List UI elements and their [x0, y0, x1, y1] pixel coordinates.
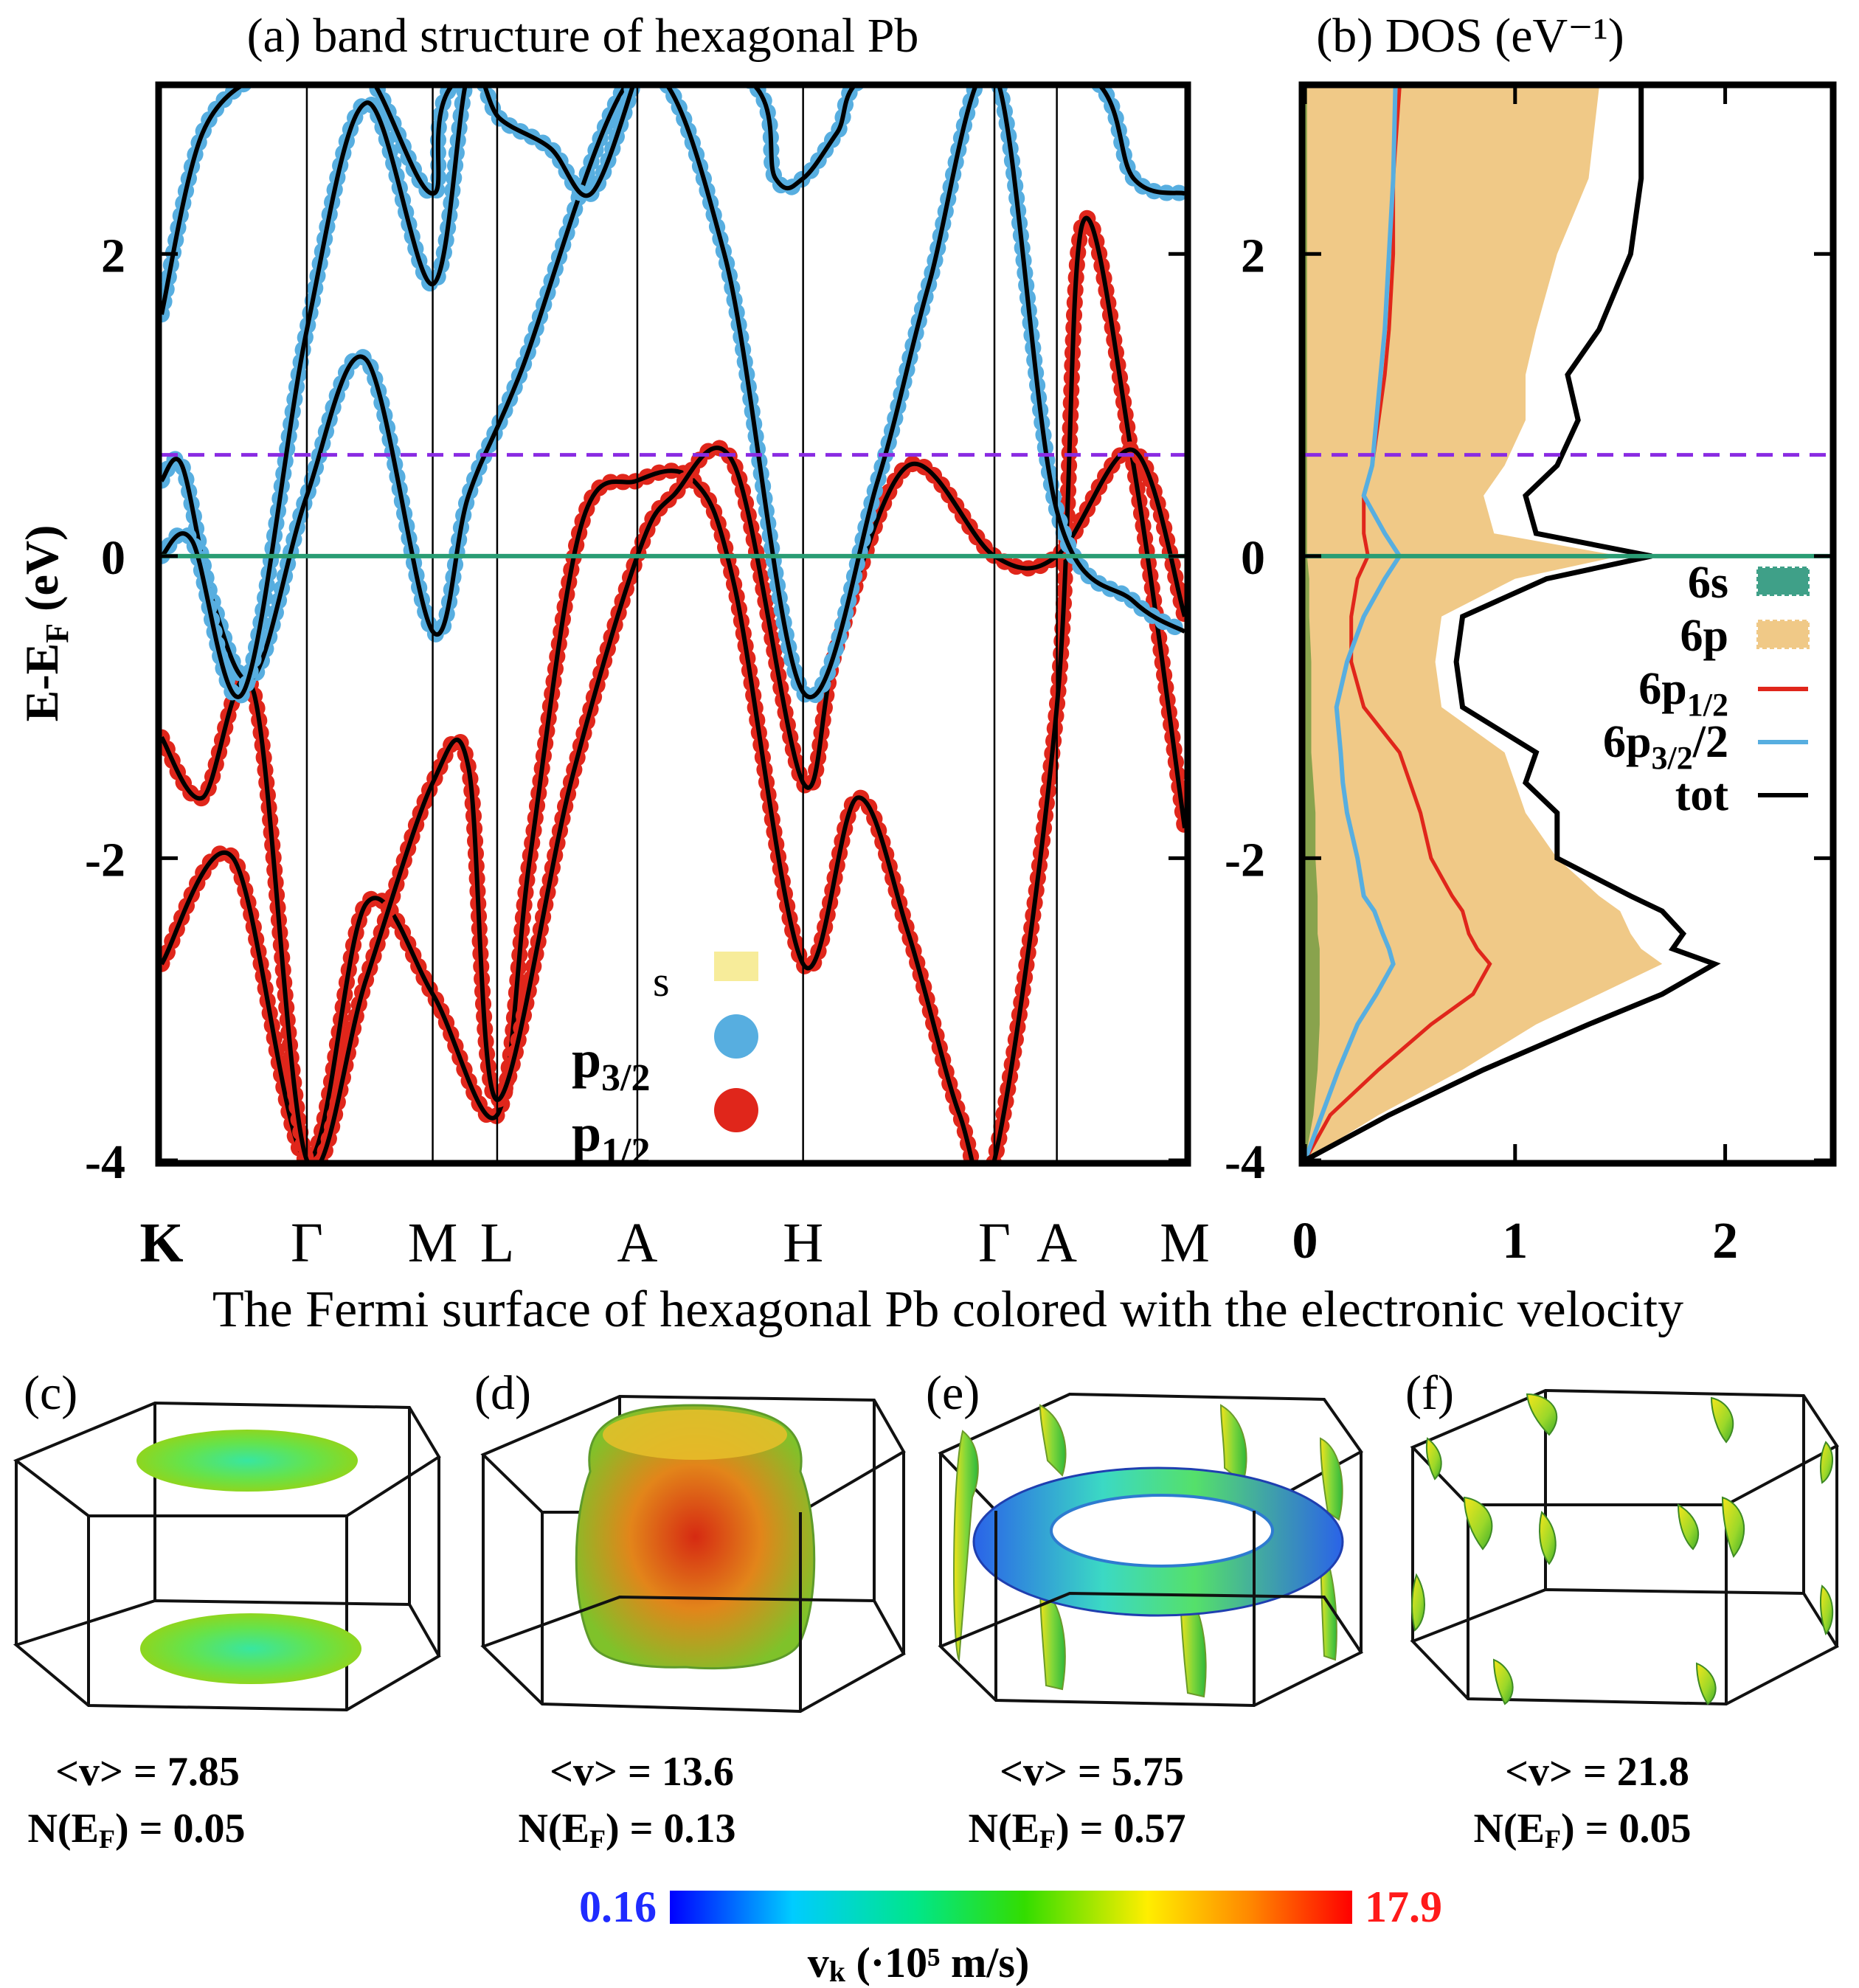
kpoint-label-7: A	[1036, 1212, 1077, 1274]
fermi-pockets	[1411, 1393, 1834, 1705]
legend-swatch-s	[714, 952, 758, 981]
barrel-top-rim	[603, 1410, 787, 1460]
ytick-label-3: -4	[85, 1135, 125, 1189]
dos-area-6s	[1305, 88, 1320, 1160]
panel-f-dos: N(EF) = 0.05	[1473, 1806, 1691, 1854]
colorbar-gradient	[670, 1891, 1352, 1924]
legend-label-s: s	[653, 957, 670, 1005]
kpoint-label-3: L	[480, 1212, 514, 1274]
dos-line-6p12	[1303, 87, 1492, 1162]
band-line-band3	[162, 88, 1185, 700]
brillouin-zone-c	[13, 1401, 441, 1712]
b-ytick-label-1: 0	[1241, 531, 1265, 585]
panel-f-velocity: <v> = 21.8	[1505, 1749, 1689, 1795]
brillouin-zone-f	[1410, 1388, 1839, 1706]
panel-d-velocity: <v> = 13.6	[550, 1749, 734, 1795]
panel-c-velocity: <v> = 7.85	[55, 1749, 240, 1795]
brillouin-zone-d-front	[480, 1512, 906, 1714]
colorbar-min-label: 0.16	[579, 1883, 657, 1931]
plot-frame-b	[1298, 81, 1837, 1167]
kpoint-label-6: Γ	[978, 1212, 1011, 1274]
b-xtick-label-0: 0	[1292, 1213, 1318, 1270]
ytick-label-0: 2	[101, 229, 125, 283]
panel-d-dos: N(EF) = 0.13	[518, 1806, 735, 1854]
brillouin-zone-e-front	[938, 1511, 1363, 1708]
ytick-label-1: 0	[101, 531, 125, 585]
panel-d-label: (d)	[474, 1366, 531, 1420]
ylabel-main: E-E	[15, 643, 68, 722]
fermi-section-title: The Fermi surface of hexagonal Pb colore…	[212, 1281, 1683, 1338]
panel-e-velocity: <v> = 5.75	[1000, 1749, 1184, 1795]
legend-a: s p3/2 p1/2	[572, 952, 758, 1173]
fermi-barrel-surface	[575, 1404, 816, 1670]
dos-curves	[1303, 87, 1721, 1163]
b-xtick-label-2: 2	[1712, 1213, 1738, 1270]
velocity-colorbar: 0.16 17.9 vk (·10⁵ m/s)	[579, 1883, 1442, 1988]
svg-text:E-EF (eV): E-EF (eV)	[15, 525, 75, 722]
fermi-panel-c: (c) <v> = 7.85 N(EF) = 0.05	[13, 1366, 441, 1854]
ytick-label-2: -2	[85, 833, 125, 887]
b-ytick-label-0: 2	[1241, 229, 1265, 283]
b-xtick-label-1: 1	[1502, 1213, 1528, 1270]
panel-c-label: (c)	[24, 1366, 77, 1420]
panel-b: (b) DOS (eV⁻¹) 2 0 -2 -4 0 1 2 6s6p6p1/26p3/2…	[1225, 9, 1837, 1270]
band-curves	[162, 88, 1185, 1160]
b-legend-label-1: 6p	[1680, 611, 1728, 661]
panel-f-label: (f)	[1405, 1366, 1454, 1420]
kpoint-lines	[305, 88, 1058, 1160]
b-ytick-label-2: -2	[1225, 833, 1265, 887]
band-line-band4	[162, 88, 635, 699]
fermi-panel-e: (e) <v> = 5.75 N(EF) = 0.57	[926, 1366, 1363, 1854]
dos-line-6p32	[1303, 87, 1402, 1162]
kpoint-label-2: M	[408, 1212, 458, 1274]
kpoint-label-0: K	[139, 1212, 183, 1274]
panel-a: (a) band structure of hexagonal Pb 2 0 -2 -…	[15, 9, 1210, 1274]
b-legend-label-0: 6s	[1688, 558, 1728, 608]
b-legend-swatch-0	[1756, 567, 1810, 596]
panel-a-title: (a) band structure of hexagonal Pb	[247, 9, 919, 63]
fermi-panel-f: (f) <v> = 21.8 N(EF) = 0.05	[1405, 1366, 1839, 1854]
b-legend-label-3: 6p3/2/2	[1603, 717, 1728, 776]
legend-label-p32: p3/2	[572, 1030, 651, 1099]
ylabel-unit: (eV)	[15, 525, 68, 623]
fermi-disk-bottom	[140, 1613, 361, 1684]
fermi-disk-top	[136, 1430, 358, 1492]
panel-e-label: (e)	[926, 1366, 980, 1420]
fermi-panel-d: (d) <v> = 13.6 N(EF) = 0.13	[474, 1366, 906, 1854]
panel-b-title: (b) DOS (eV⁻¹)	[1316, 9, 1624, 63]
x-axis-ticks-b: 0 1 2	[1292, 88, 1738, 1270]
legend-swatch-p32	[714, 1014, 758, 1059]
panel-c-dos: N(EF) = 0.05	[27, 1806, 245, 1854]
y-axis-label: E-EF (eV)	[15, 525, 75, 722]
b-legend-label-2: 6p1/2	[1638, 664, 1728, 723]
panel-e-dos: N(EF) = 0.57	[968, 1806, 1185, 1854]
legend-swatch-p12	[714, 1088, 758, 1132]
plot-frame-a	[155, 81, 1191, 1167]
band-projection-band3	[162, 88, 1185, 706]
y-axis-ticks: 2 0 -2 -4	[85, 229, 1185, 1189]
band-line-band2	[162, 446, 1185, 1160]
kpoint-label-8: M	[1160, 1212, 1210, 1274]
fermi-ring-inner	[1050, 1494, 1274, 1568]
y-axis-ticks-b: 2 0 -2 -4	[1225, 229, 1830, 1189]
fermi-pillars	[953, 1404, 1343, 1698]
b-ytick-label-3: -4	[1225, 1135, 1265, 1189]
b-legend-label-4: tot	[1675, 770, 1729, 820]
colorbar-max-label: 17.9	[1365, 1883, 1442, 1931]
ylabel-sub: F	[39, 623, 75, 643]
colorbar-title: vk (·10⁵ m/s)	[808, 1939, 1030, 1988]
b-legend-swatch-1	[1756, 620, 1810, 649]
band-line-band1	[162, 215, 1185, 1160]
kpoint-label-5: H	[783, 1212, 823, 1274]
kpoint-label-1: Γ	[291, 1212, 323, 1274]
legend-label-p12: p1/2	[572, 1104, 651, 1173]
dos-line-tot	[1304, 88, 1721, 1163]
dos-area-6p	[1305, 88, 1663, 1160]
kpoint-label-4: A	[617, 1212, 658, 1274]
